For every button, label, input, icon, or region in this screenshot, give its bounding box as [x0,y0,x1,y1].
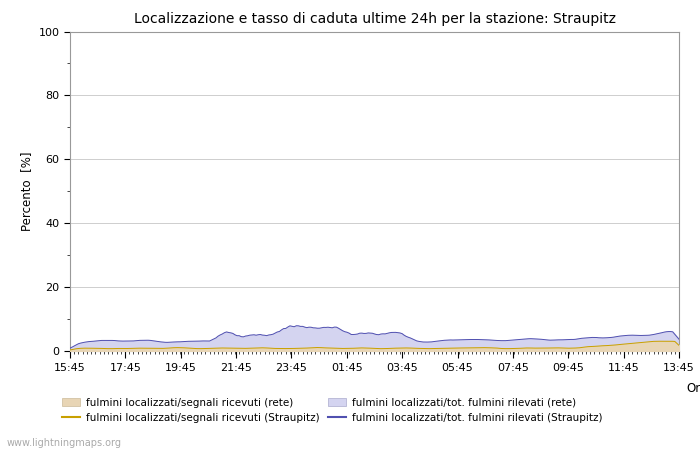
Title: Localizzazione e tasso di caduta ultime 24h per la stazione: Straupitz: Localizzazione e tasso di caduta ultime … [134,12,615,26]
Text: Orario: Orario [686,382,700,395]
Legend: fulmini localizzati/segnali ricevuti (rete), fulmini localizzati/segnali ricevut: fulmini localizzati/segnali ricevuti (re… [62,398,602,423]
Text: www.lightningmaps.org: www.lightningmaps.org [7,438,122,448]
Y-axis label: Percento  [%]: Percento [%] [20,152,33,231]
